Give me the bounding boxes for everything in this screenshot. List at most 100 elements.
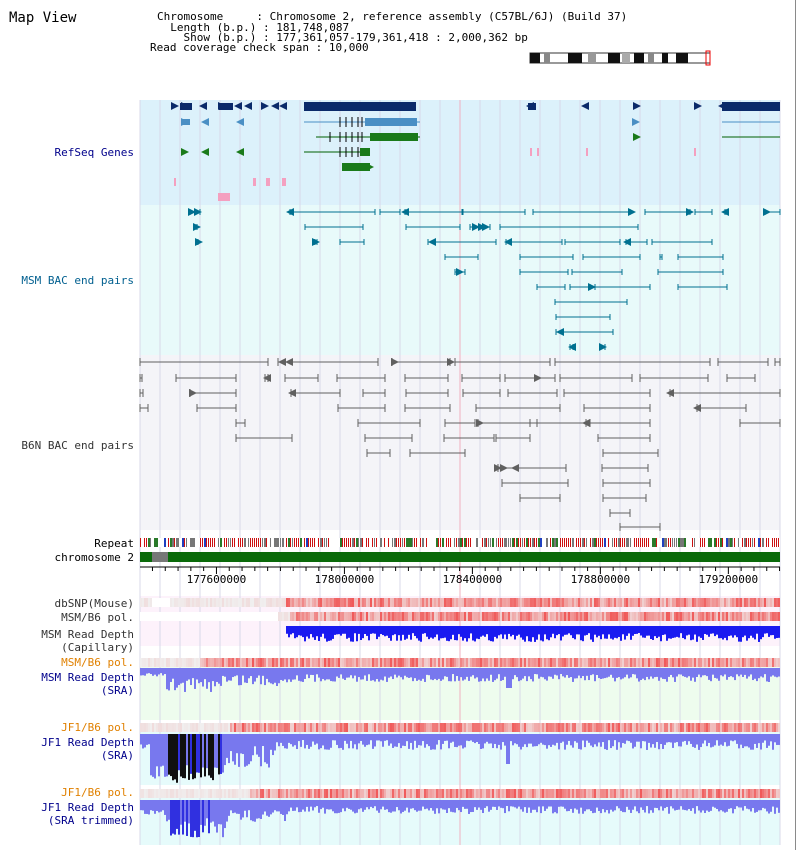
msm-pol-1-bar-cell bbox=[506, 612, 508, 621]
msm-pol-1-bar-cell bbox=[662, 612, 664, 621]
dbsnp-bar-cell bbox=[484, 598, 486, 607]
msm-depth-capillary-bar bbox=[484, 626, 486, 637]
jf1-pol-1-bar-cell bbox=[306, 723, 308, 732]
dbsnp-bar-cell bbox=[768, 598, 770, 607]
jf1-depth-sra-bar bbox=[278, 734, 280, 747]
msm-pol-2-bar-cell bbox=[464, 658, 466, 667]
repeat-element bbox=[648, 538, 649, 547]
jf1-pol-2-bar-cell bbox=[572, 789, 574, 798]
msm-pol-2-bar-cell bbox=[414, 658, 416, 667]
jf1-pol-2-bar-cell bbox=[590, 789, 592, 798]
msm-bac-arrow bbox=[588, 283, 596, 291]
msm-depth-capillary-bar bbox=[498, 626, 500, 636]
jf1-depth-sra-bar bbox=[582, 734, 584, 741]
jf1-depth-trim-bar bbox=[438, 800, 440, 814]
jf1-pol-1-bar-cell bbox=[328, 723, 330, 732]
msm-depth-capillary-bar bbox=[638, 626, 640, 634]
jf1-depth-sra-bar bbox=[678, 734, 680, 747]
msm-depth-sra-bar bbox=[382, 668, 384, 681]
msm-pol-1-bar-cell bbox=[424, 612, 426, 621]
jf1-depth-trim-bar bbox=[282, 800, 284, 815]
jf1-depth-sra-bar bbox=[410, 734, 412, 743]
msm-depth-sra-bar bbox=[368, 668, 370, 675]
jf1-pol-2-bar-cell bbox=[518, 789, 520, 798]
msm-pol-1-bar-cell bbox=[706, 612, 708, 621]
msm-depth-capillary-bar bbox=[404, 626, 406, 640]
jf1-depth-sra-bar bbox=[514, 734, 516, 744]
dbsnp-bar-cell bbox=[268, 598, 270, 607]
jf1-depth-trim-bar bbox=[330, 800, 332, 810]
jf1-depth-sra-bar bbox=[292, 734, 294, 747]
repeat-element bbox=[242, 538, 243, 547]
msm-depth-capillary-bar bbox=[402, 626, 404, 635]
msm-depth-sra-bar bbox=[618, 668, 620, 678]
jf1-depth-trim-bar bbox=[494, 800, 496, 807]
msm-depth-capillary-bar bbox=[536, 626, 538, 640]
jf1-pol-1-bar-cell bbox=[778, 723, 780, 732]
msm-pol-1-bar-cell bbox=[576, 612, 578, 621]
msm-depth-capillary-bar bbox=[712, 626, 714, 634]
msm-depth-sra-bar bbox=[228, 668, 230, 681]
msm-depth-capillary-bar bbox=[778, 626, 780, 638]
jf1-depth-trim-bar bbox=[618, 800, 620, 809]
dbsnp-bar-cell bbox=[350, 598, 352, 607]
jf1-depth-sra-bar bbox=[572, 734, 574, 748]
gene-exon-marker bbox=[366, 163, 374, 171]
repeat-element bbox=[486, 538, 487, 547]
jf1-depth-sra-bar bbox=[236, 734, 238, 754]
msm-depth-capillary-bar bbox=[728, 626, 730, 637]
jf1-depth-sra-bar bbox=[648, 734, 650, 743]
repeat-element bbox=[220, 538, 222, 547]
jf1-pol-2-bar-cell bbox=[394, 789, 396, 798]
jf1-depth-sra-bar bbox=[530, 734, 532, 744]
msm-pol-1-bar-cell bbox=[456, 612, 458, 621]
msm-depth-sra-bar bbox=[290, 668, 292, 682]
msm-depth-sra-bar bbox=[726, 668, 728, 680]
msm-depth-capillary-bar bbox=[626, 626, 628, 636]
msm-depth-sra-bar bbox=[484, 668, 486, 682]
msm-pol-2-bar-cell bbox=[686, 658, 688, 667]
jf1-depth-trim-bar bbox=[334, 800, 336, 814]
msm-depth-sra-bar bbox=[536, 668, 538, 675]
msm-depth-capillary-bar bbox=[562, 626, 564, 637]
repeat-element bbox=[742, 538, 743, 547]
jf1-pol-2-bar-cell bbox=[576, 789, 578, 798]
msm-pol-2-bar-cell bbox=[534, 658, 536, 667]
jf1-pol-2-bar-cell bbox=[252, 789, 254, 798]
jf1-depth-sra-bar bbox=[338, 734, 340, 749]
jf1-pol-2-bar-cell bbox=[720, 789, 722, 798]
jf1-pol-2-bar-cell bbox=[298, 789, 300, 798]
jf1-pol-1-bar-cell bbox=[524, 723, 526, 732]
repeat-element bbox=[202, 538, 203, 547]
dbsnp-bar-cell bbox=[668, 598, 670, 607]
jf1-depth-sra-bar bbox=[600, 734, 602, 747]
msm-depth-capillary-bar bbox=[554, 626, 556, 639]
jf1-depth-trim-bar bbox=[416, 800, 418, 812]
jf1-pol-2-bar-cell bbox=[416, 789, 418, 798]
jf1-pol-2-bar-cell bbox=[382, 789, 384, 798]
gene-block bbox=[182, 119, 190, 125]
msm-pol-2-bar-cell bbox=[612, 658, 614, 667]
jf1-pol-2-bar-cell bbox=[142, 789, 144, 798]
msm-pol-2-bar-cell bbox=[372, 658, 374, 667]
dbsnp-bar-cell bbox=[330, 598, 332, 607]
jf1-pol-2-bar-cell bbox=[212, 789, 214, 798]
jf1-depth-trim-bar bbox=[224, 800, 226, 829]
jf1-depth-trim-bar bbox=[694, 800, 696, 814]
repeat-element bbox=[762, 538, 764, 547]
dbsnp-bar-cell bbox=[680, 598, 682, 607]
msm-depth-sra-bar bbox=[758, 668, 760, 679]
jf1-depth-trim-bar bbox=[548, 800, 550, 807]
msm-depth-sra-bar bbox=[712, 668, 714, 675]
jf1-depth-trim-bar bbox=[406, 800, 408, 808]
msm-depth-capillary-bar bbox=[756, 626, 758, 634]
jf1-depth-trim-bar bbox=[750, 800, 752, 812]
span-info-row: Read coverage check span : 10,000 bbox=[150, 41, 369, 54]
jf1-depth-sra-bar bbox=[386, 734, 388, 741]
msm-pol-1-bar-cell bbox=[394, 612, 396, 621]
jf1-pol-1-bar-cell bbox=[442, 723, 444, 732]
jf1-pol-2-bar-cell bbox=[732, 789, 734, 798]
jf1-pol-1-bar-cell bbox=[146, 723, 148, 732]
